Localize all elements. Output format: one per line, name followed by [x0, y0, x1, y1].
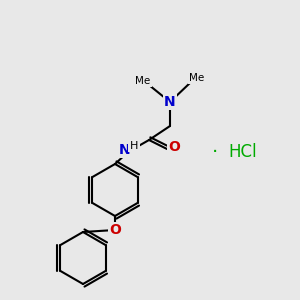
- Text: Me: Me: [135, 76, 151, 86]
- Text: N: N: [164, 95, 176, 109]
- Text: O: O: [168, 140, 180, 154]
- Text: N: N: [119, 143, 131, 157]
- Text: HCl: HCl: [228, 143, 256, 161]
- Text: Me: Me: [189, 73, 205, 83]
- Text: ·: ·: [212, 142, 218, 161]
- Text: O: O: [109, 223, 121, 237]
- Text: H: H: [130, 141, 138, 151]
